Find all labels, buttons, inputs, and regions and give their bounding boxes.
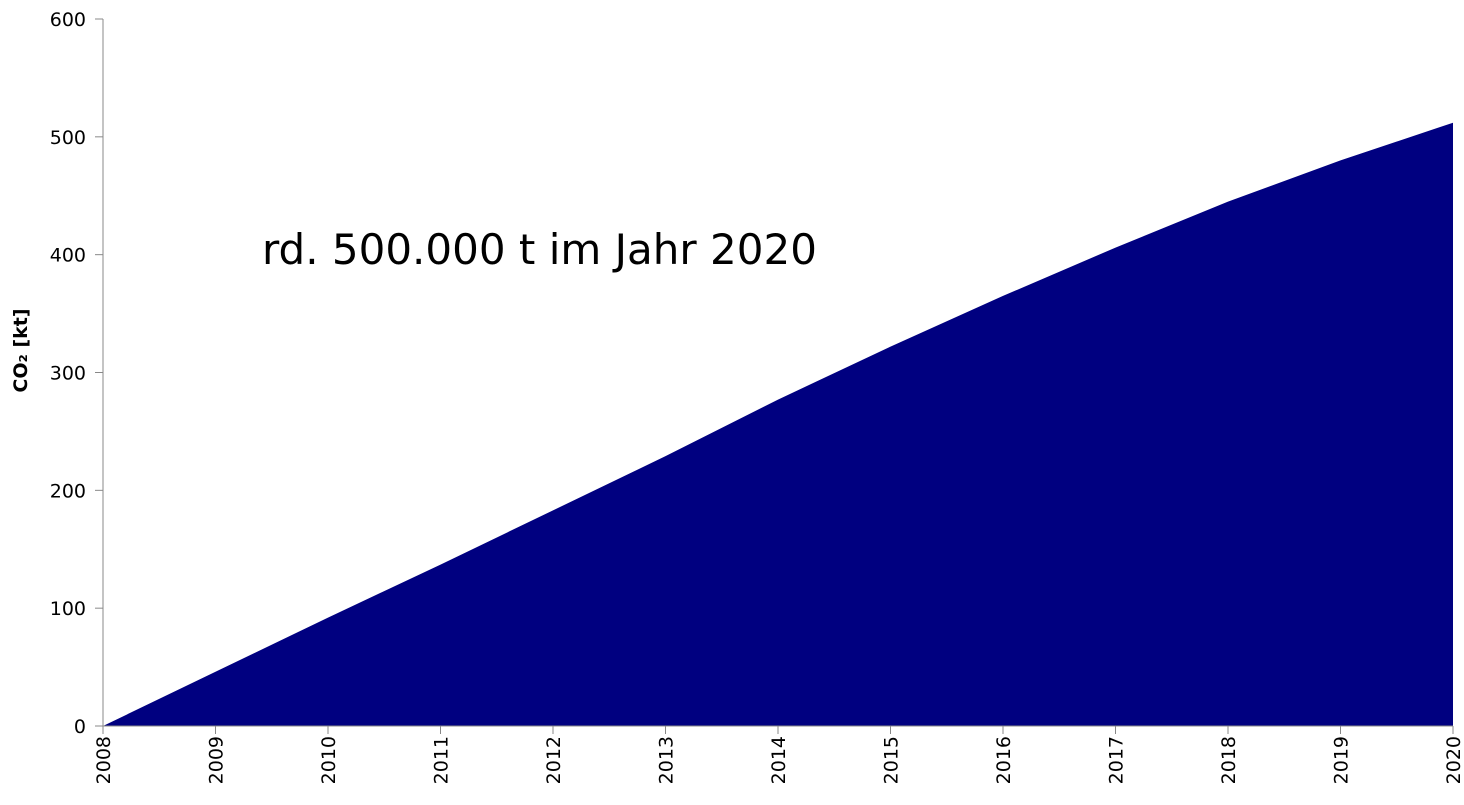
y-tick-label: 500	[50, 127, 86, 149]
axes: 0 100 200 300 400 500 600 2008 2009 2010 2011 2012 2…	[50, 9, 1464, 784]
plot-area	[103, 122, 1453, 726]
y-tick-label: 300	[50, 363, 86, 385]
y-axis-title: CO₂ [kt]	[10, 308, 32, 392]
x-tick-label: 2012	[543, 736, 565, 784]
x-tick-label: 2011	[431, 736, 453, 784]
x-tick-label: 2014	[768, 736, 790, 784]
x-tick-label: 2017	[1106, 736, 1128, 784]
y-tick-label: 400	[50, 245, 86, 267]
x-tick-label: 2015	[881, 736, 903, 784]
y-tick-label: 100	[50, 598, 86, 620]
x-tick-label: 2019	[1331, 736, 1353, 784]
x-tick-label: 2013	[656, 736, 678, 784]
area-series	[103, 122, 1453, 726]
x-tick-label: 2020	[1443, 736, 1464, 784]
x-tick-label: 2008	[93, 736, 115, 784]
x-tick-label: 2018	[1218, 736, 1240, 784]
y-tick-label: 200	[50, 480, 86, 502]
chart-annotation: rd. 500.000 t im Jahr 2020	[262, 225, 817, 274]
x-tick-label: 2010	[318, 736, 340, 784]
x-tick-label: 2016	[993, 736, 1015, 784]
y-tick-label: 0	[74, 716, 86, 738]
y-tick-label: 600	[50, 9, 86, 31]
x-tick-label: 2009	[206, 736, 228, 784]
